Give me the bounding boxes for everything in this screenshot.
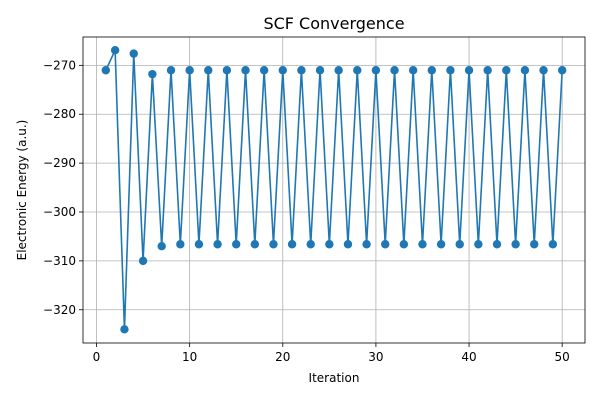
data-point — [548, 240, 558, 249]
y-tick-label: −300 — [43, 205, 76, 219]
data-point — [120, 325, 129, 334]
data-point — [399, 240, 409, 249]
data-point — [446, 66, 455, 75]
data-point — [530, 240, 539, 249]
data-point — [157, 242, 166, 251]
data-point — [464, 66, 474, 75]
data-point — [306, 240, 315, 249]
data-point — [325, 240, 334, 249]
data-point — [418, 240, 427, 249]
data-point — [176, 240, 185, 249]
x-tick-label: 10 — [182, 350, 197, 364]
data-point — [148, 69, 157, 79]
data-point — [194, 240, 204, 249]
x-tick-label: 0 — [93, 350, 101, 364]
data-point — [129, 49, 138, 58]
data-point — [371, 66, 381, 75]
data-point — [455, 240, 464, 249]
x-tick-label: 20 — [275, 350, 290, 364]
y-axis-label: Electronic Energy (a.u.) — [15, 120, 29, 261]
x-tick-label: 40 — [461, 350, 476, 364]
data-point — [259, 66, 269, 75]
data-point — [408, 66, 418, 75]
data-point — [222, 66, 232, 75]
x-axis-ticks: 0 10 20 30 40 50 — [93, 343, 570, 364]
chart-title: SCF Convergence — [263, 14, 404, 33]
x-axis-label: Iteration — [309, 371, 360, 385]
data-point — [278, 66, 287, 75]
series-line — [105, 49, 563, 331]
data-point — [269, 240, 278, 249]
data-point — [241, 66, 250, 75]
data-point — [287, 240, 297, 249]
data-point — [101, 66, 111, 75]
data-point — [353, 66, 362, 75]
data-point — [520, 66, 530, 75]
data-point — [166, 66, 176, 75]
data-point — [232, 240, 241, 249]
data-point — [343, 240, 353, 249]
data-point — [511, 240, 520, 249]
data-point — [213, 240, 222, 249]
y-tick-label: −280 — [43, 107, 76, 121]
data-point — [483, 66, 492, 75]
y-tick-label: −310 — [43, 254, 76, 268]
y-tick-label: −320 — [43, 303, 76, 317]
plot-series — [101, 45, 567, 334]
y-axis-ticks: −320 −310 −300 −290 −280 −270 — [43, 58, 83, 317]
data-point — [315, 66, 325, 75]
data-point — [427, 66, 436, 75]
y-tick-label: −290 — [43, 156, 76, 170]
x-tick-label: 30 — [368, 350, 383, 364]
data-point — [185, 66, 194, 75]
data-point — [436, 240, 446, 249]
data-point — [557, 66, 567, 75]
data-point — [110, 45, 120, 55]
data-point — [390, 66, 399, 75]
data-point — [250, 240, 260, 249]
data-point — [204, 66, 213, 75]
data-point — [138, 256, 148, 266]
data-point — [381, 240, 390, 249]
data-point — [474, 240, 483, 249]
data-point — [334, 66, 343, 75]
data-point — [362, 240, 371, 249]
data-point — [502, 66, 511, 75]
y-tick-label: −270 — [43, 58, 76, 72]
data-point — [297, 66, 306, 75]
x-tick-label: 50 — [555, 350, 570, 364]
plot-frame — [82, 36, 586, 344]
data-point — [492, 240, 502, 249]
data-point — [539, 66, 548, 75]
